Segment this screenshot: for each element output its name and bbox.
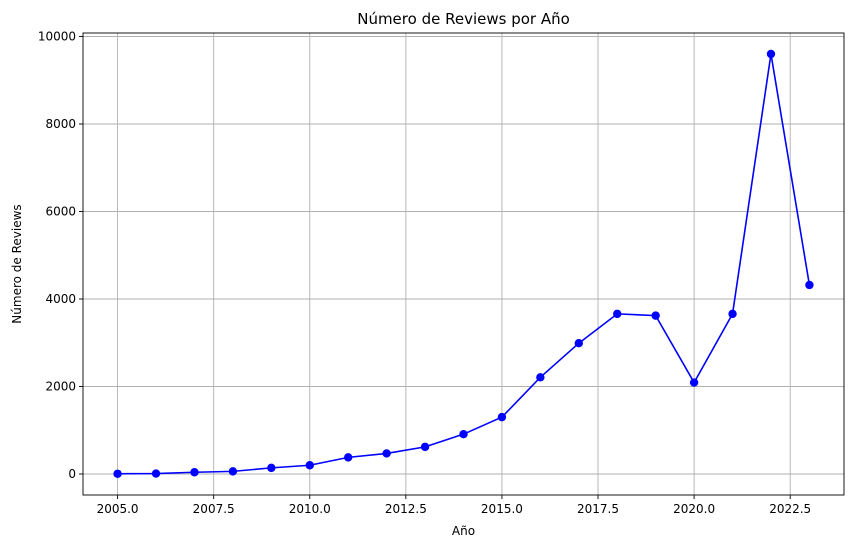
data-point — [113, 469, 122, 478]
y-tick-label: 6000 — [45, 205, 76, 219]
y-tick-label: 4000 — [45, 292, 76, 306]
y-tick-label: 8000 — [45, 117, 76, 131]
data-point — [190, 468, 199, 477]
data-point — [574, 338, 584, 348]
data-point — [766, 49, 776, 59]
grid-layer — [83, 33, 844, 495]
data-point — [382, 449, 391, 458]
data-point — [805, 280, 814, 290]
data-point — [728, 309, 737, 319]
data-point — [420, 442, 430, 452]
y-tick-label: 2000 — [45, 380, 76, 394]
data-point — [228, 467, 238, 476]
tick-layer: 2005.0 2007.5 2010.0 2012.5 2015.0 2017.5 2020… — [38, 30, 811, 517]
x-tick-label: 2015.0 — [481, 502, 523, 516]
data-point — [151, 469, 161, 478]
x-tick-label: 2010.0 — [289, 502, 331, 516]
data-point — [497, 412, 507, 422]
x-tick-label: 2017.5 — [577, 502, 619, 516]
data-point — [267, 463, 276, 473]
series-line — [117, 53, 811, 475]
data-point — [689, 378, 699, 387]
y-axis-label: Número de Reviews — [10, 204, 24, 323]
x-tick-label: 2022.5 — [769, 502, 811, 516]
data-point — [613, 309, 622, 319]
x-tick-label: 2012.5 — [385, 502, 427, 516]
series-layer — [113, 49, 814, 478]
x-tick-label: 2020.0 — [673, 502, 715, 516]
x-tick-label: 2005.0 — [97, 502, 139, 516]
y-tick-label: 10000 — [38, 30, 76, 44]
y-tick-label: 0 — [68, 467, 76, 481]
data-point — [305, 461, 314, 470]
x-tick-label: 2007.5 — [193, 502, 235, 516]
data-point — [459, 429, 468, 439]
chart-title: Número de Reviews por Año — [357, 10, 570, 28]
plot-area-frame — [82, 32, 845, 496]
data-point — [343, 453, 353, 462]
x-axis-label: Año — [452, 524, 475, 538]
data-point — [651, 311, 660, 320]
data-point — [536, 373, 545, 382]
